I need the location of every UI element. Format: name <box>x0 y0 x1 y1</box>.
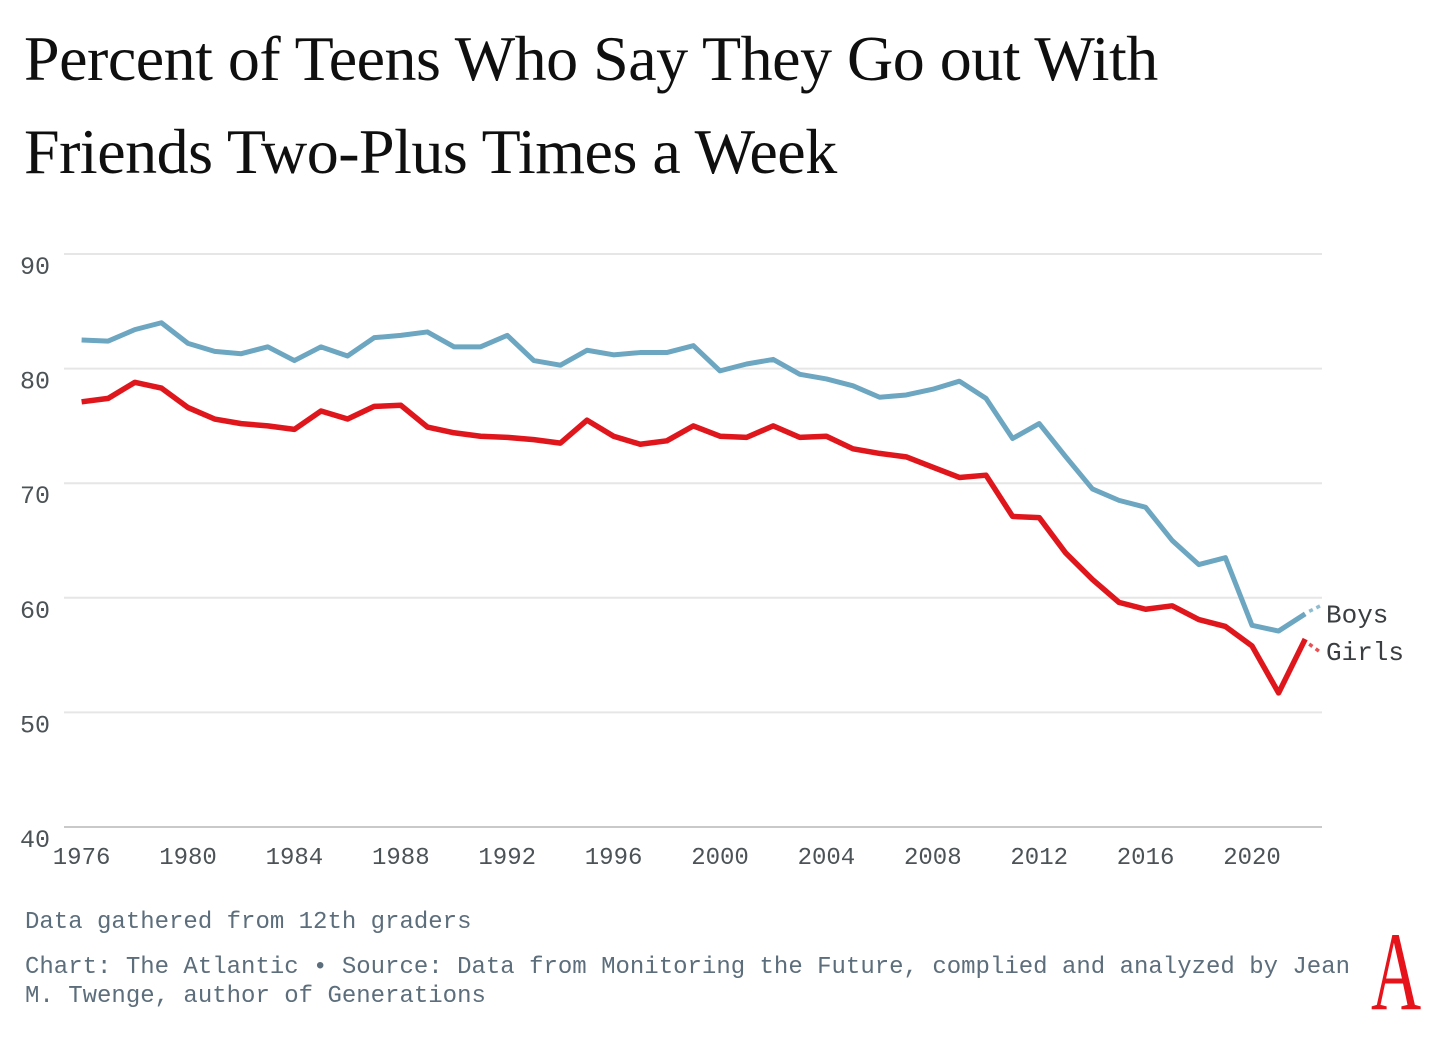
boys-line <box>81 320 1307 634</box>
series-label-girls: Girls <box>1326 638 1404 668</box>
x-tick-label: 1996 <box>585 845 643 872</box>
x-tick-label: 1976 <box>53 845 111 872</box>
x-tick-label: 1984 <box>266 845 324 872</box>
line-chart: 40 50 60 70 80 90 1976 1980 1984 1988 1992 1996 2000… <box>20 253 1404 872</box>
girls-end-dash <box>1308 642 1322 654</box>
title-line-2: Friends Two-Plus Times a Week <box>24 116 837 187</box>
boys-end-dash <box>1308 604 1321 613</box>
x-tick-label: 1988 <box>372 845 430 872</box>
y-tick-label: 80 <box>20 368 50 397</box>
atlantic-logo: A <box>1371 910 1422 1034</box>
footer-credit: Chart: The Atlantic • Source: Data from … <box>25 954 1351 1010</box>
x-tick-label: 2016 <box>1117 845 1175 872</box>
x-tick-label: 2020 <box>1223 845 1281 872</box>
page-title: Percent of Teens Who Say They Go out Wit… <box>24 12 1424 198</box>
x-tick-label: 2000 <box>691 845 749 872</box>
y-tick-label: 70 <box>20 482 50 511</box>
girls-line <box>81 379 1308 696</box>
x-tick-label: 2012 <box>1010 845 1068 872</box>
y-tick-label: 40 <box>20 826 50 855</box>
title-line-1: Percent of Teens Who Say They Go out Wit… <box>24 23 1158 94</box>
y-tick-label: 60 <box>20 597 50 626</box>
x-tick-label: 1992 <box>478 845 536 872</box>
x-tick-label: 2004 <box>798 845 856 872</box>
y-tick-label: 90 <box>20 253 50 282</box>
x-tick-label: 1980 <box>159 845 217 872</box>
x-tick-label: 2008 <box>904 845 962 872</box>
footer-note: Data gathered from 12th graders <box>25 909 472 936</box>
series-label-boys: Boys <box>1326 600 1388 630</box>
y-tick-label: 50 <box>20 711 50 740</box>
